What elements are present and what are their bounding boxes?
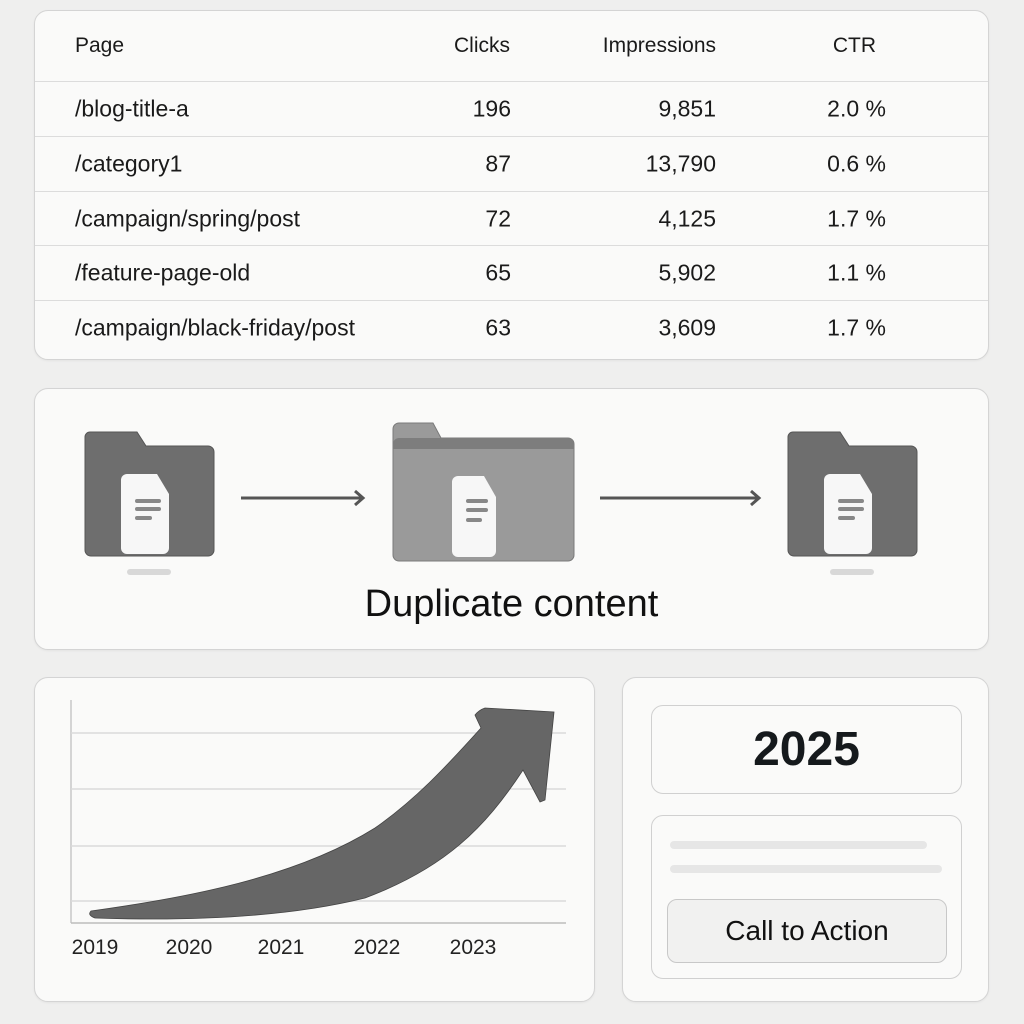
- cta-panel: Call to Action: [651, 815, 962, 979]
- duplicate-content-diagram: Duplicate content: [34, 388, 989, 650]
- page-cell: /campaign/black-friday/post: [75, 314, 355, 341]
- diagram-title: Duplicate content: [364, 583, 659, 625]
- impressions-cell: 13,790: [645, 150, 716, 177]
- impressions-cell: 5,902: [658, 259, 716, 286]
- page-cell: /feature-page-old: [75, 259, 251, 286]
- x-tick-label: 2021: [257, 936, 305, 959]
- clicks-cell: 63: [485, 314, 511, 341]
- ctr-cell: 1.1 %: [827, 259, 886, 286]
- clicks-cell: 87: [485, 150, 511, 177]
- table-row[interactable]: /feature-page-old 65 5,902 1.1 %: [35, 245, 988, 300]
- column-header-clicks[interactable]: Clicks: [454, 34, 510, 57]
- clicks-cell: 65: [485, 259, 511, 286]
- growth-chart: 2019 2020 2021 2022 2023: [34, 677, 595, 1002]
- x-tick-label: 2019: [71, 936, 119, 959]
- clicks-cell: 196: [472, 95, 511, 122]
- pages-table: Page Clicks Impressions CTR /blog-title-…: [34, 10, 989, 360]
- impressions-cell: 9,851: [658, 95, 716, 122]
- arrow-right-icon: [241, 489, 366, 507]
- ctr-cell: 2.0 %: [827, 95, 886, 122]
- call-to-action-button[interactable]: Call to Action: [667, 899, 947, 963]
- column-header-ctr[interactable]: CTR: [832, 34, 876, 57]
- arrow-right-icon: [600, 489, 762, 507]
- table-row[interactable]: /blog-title-a 196 9,851 2.0 %: [35, 81, 988, 136]
- text-placeholder-line: [670, 841, 927, 849]
- impressions-cell: 3,609: [658, 314, 716, 341]
- table-row[interactable]: /campaign/spring/post 72 4,125 1.7 %: [35, 191, 988, 246]
- x-tick-label: 2022: [353, 936, 401, 959]
- table-row[interactable]: /category1 87 13,790 0.6 %: [35, 136, 988, 191]
- folder-document-icon: [392, 422, 575, 562]
- column-header-impressions[interactable]: Impressions: [602, 34, 716, 57]
- x-tick-label: 2020: [165, 936, 213, 959]
- column-header-page[interactable]: Page: [75, 34, 125, 57]
- year-display: 2025: [651, 705, 962, 794]
- ctr-cell: 0.6 %: [827, 150, 886, 177]
- side-panel: 2025 Call to Action: [622, 677, 989, 1002]
- page-cell: /category1: [75, 150, 183, 177]
- ctr-cell: 1.7 %: [827, 314, 886, 341]
- folder-document-icon: [84, 431, 215, 575]
- page-cell: /campaign/spring/post: [75, 205, 301, 232]
- table-row[interactable]: /campaign/black-friday/post 63 3,609 1.7…: [35, 300, 988, 355]
- page-cell: /blog-title-a: [75, 95, 189, 122]
- trend-arrow: [89, 707, 555, 920]
- ctr-cell: 1.7 %: [827, 205, 886, 232]
- x-tick-label: 2023: [449, 936, 497, 959]
- table-header-row: Page Clicks Impressions CTR: [35, 11, 988, 81]
- impressions-cell: 4,125: [658, 205, 716, 232]
- folder-document-icon: [787, 431, 918, 575]
- text-placeholder-line: [670, 865, 942, 873]
- clicks-cell: 72: [485, 205, 511, 232]
